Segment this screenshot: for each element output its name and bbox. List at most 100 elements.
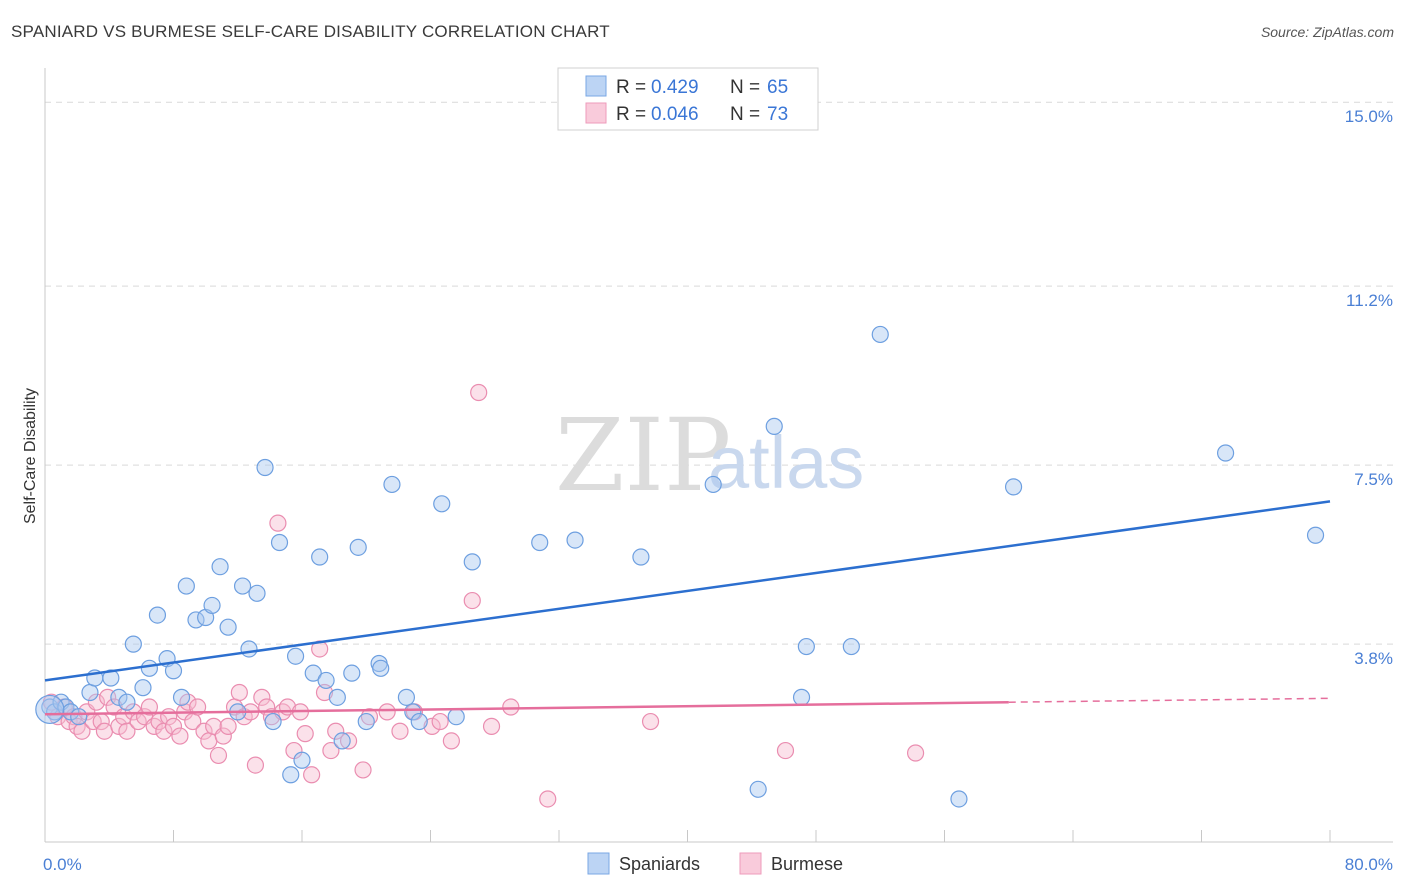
- watermark-atlas: atlas: [708, 421, 864, 504]
- spaniards-point-27: [248, 584, 266, 602]
- spaniards-point-21: [203, 596, 221, 615]
- spaniards-point-32: [286, 647, 305, 665]
- spaniards-point-10: [118, 693, 136, 711]
- spaniards-point-50: [463, 553, 481, 571]
- spaniards-point-22: [211, 558, 229, 576]
- legend-swatch-spaniards: [585, 75, 607, 97]
- burmese-point-71: [776, 741, 795, 760]
- spaniards-point-58: [797, 637, 815, 656]
- grid-lines: [45, 101, 1393, 645]
- burmese-point-6: [73, 722, 91, 740]
- spaniards-point-12: [134, 679, 152, 697]
- spaniards-point-63: [1216, 444, 1235, 462]
- spaniards-point-45: [397, 688, 416, 706]
- spaniards-point-44: [383, 475, 401, 494]
- burmese-point-11: [95, 722, 114, 740]
- legend-r-label-2: R =: [616, 104, 646, 125]
- burmese-point-64: [442, 732, 460, 750]
- bottom-legend-spaniards: Spaniards: [619, 854, 700, 874]
- spaniards-point-51: [531, 533, 549, 552]
- legend-swatch-burmese: [585, 102, 607, 124]
- burmese-point-36: [219, 717, 237, 735]
- burmese-point-16: [118, 722, 136, 740]
- x-tick-min: 0.0%: [43, 855, 82, 874]
- spaniards-point-6: [81, 683, 99, 702]
- spaniards-point-11: [124, 635, 142, 653]
- y-tick-label-1: 7.5%: [1354, 470, 1393, 489]
- y-axis-label: Self-Care Disability: [22, 388, 39, 524]
- y-tick-label-2: 11.2%: [1346, 291, 1393, 310]
- burmese-point-45: [269, 514, 287, 532]
- burmese-point-67: [482, 717, 501, 735]
- burmese-point-35: [214, 727, 232, 745]
- spaniards-point-41: [357, 712, 375, 731]
- spaniards-point-30: [270, 533, 289, 552]
- burmese-point-57: [354, 761, 372, 779]
- y-tick-label-3: 15.0%: [1345, 107, 1393, 126]
- x-tick-max: 80.0%: [1345, 855, 1393, 874]
- spaniards-point-62: [1004, 478, 1023, 496]
- y-tick-labels: 3.8% 7.5% 11.2% 15.0%: [1345, 107, 1393, 668]
- burmese-point-38: [230, 683, 248, 702]
- burmese-trend-line-extension: [1008, 697, 1331, 703]
- burmese-point-31: [195, 722, 213, 740]
- burmese-point-58: [360, 708, 379, 726]
- spaniards-point-26: [240, 640, 258, 658]
- chart-title: SPANIARD VS BURMESE SELF-CARE DISABILITY…: [11, 22, 610, 41]
- burmese-point-54: [322, 741, 340, 760]
- bottom-legend-swatch-spaniards: [587, 852, 610, 875]
- watermark-zip: ZIP: [555, 397, 731, 514]
- spaniards-point-31: [282, 766, 300, 784]
- bottom-legend-burmese: Burmese: [771, 854, 843, 874]
- spaniards-point-48: [433, 495, 451, 513]
- spaniards-point-18: [177, 577, 195, 595]
- burmese-point-20: [140, 698, 159, 716]
- legend-n-value-2: 73: [767, 104, 788, 125]
- burmese-point-30: [188, 698, 207, 716]
- top-legend: R = 0.429 N = 65 R = 0.046 N = 73: [557, 67, 819, 131]
- spaniards-point-17: [172, 688, 191, 706]
- spaniards-point-36: [317, 671, 335, 690]
- spaniards-point-49: [447, 708, 465, 726]
- burmese-point-26: [171, 727, 189, 745]
- burmese-point-60: [391, 722, 409, 740]
- burmese-point-72: [906, 744, 925, 762]
- burmese-point-55: [327, 722, 345, 740]
- burmese-point-51: [303, 766, 321, 784]
- spaniards-point-43: [372, 659, 390, 677]
- spaniards-point-37: [328, 688, 346, 706]
- spaniards-points: [35, 325, 1325, 808]
- spaniards-point-55: [749, 780, 767, 798]
- legend-r-value-1: 0.429: [651, 77, 699, 98]
- legend-n-label-2: N =: [730, 104, 760, 125]
- burmese-point-63: [431, 712, 449, 731]
- spaniards-point-14: [148, 606, 167, 624]
- spaniards-point-56: [765, 417, 783, 435]
- watermark: ZIP atlas: [555, 397, 864, 514]
- spaniards-point-16: [164, 662, 183, 680]
- burmese-point-34: [209, 746, 228, 765]
- spaniards-point-9: [110, 688, 128, 706]
- spaniards-point-40: [349, 538, 367, 556]
- burmese-point-50: [296, 725, 314, 743]
- burmese-point-68: [502, 698, 520, 716]
- legend-n-value-1: 65: [767, 77, 788, 98]
- legend-r-value-2: 0.046: [651, 104, 699, 125]
- burmese-point-32: [200, 732, 218, 750]
- spaniards-point-35: [311, 548, 329, 566]
- spaniards-point-38: [333, 732, 351, 750]
- spaniards-point-34: [304, 664, 322, 682]
- spaniards-point-5: [70, 708, 88, 726]
- spaniards-point-60: [871, 325, 889, 344]
- spaniards-point-23: [219, 618, 237, 636]
- burmese-point-62: [423, 717, 441, 735]
- spaniards-cluster-point: [35, 694, 65, 725]
- x-tick-labels: 0.0% 80.0%: [43, 855, 1393, 874]
- burmese-point-56: [339, 732, 358, 750]
- spaniards-point-57: [792, 688, 811, 706]
- legend-r-label-1: R =: [616, 77, 646, 98]
- bottom-legend: Spaniards Burmese: [587, 852, 843, 875]
- burmese-point-66: [470, 383, 488, 402]
- spaniards-point-54: [704, 475, 722, 494]
